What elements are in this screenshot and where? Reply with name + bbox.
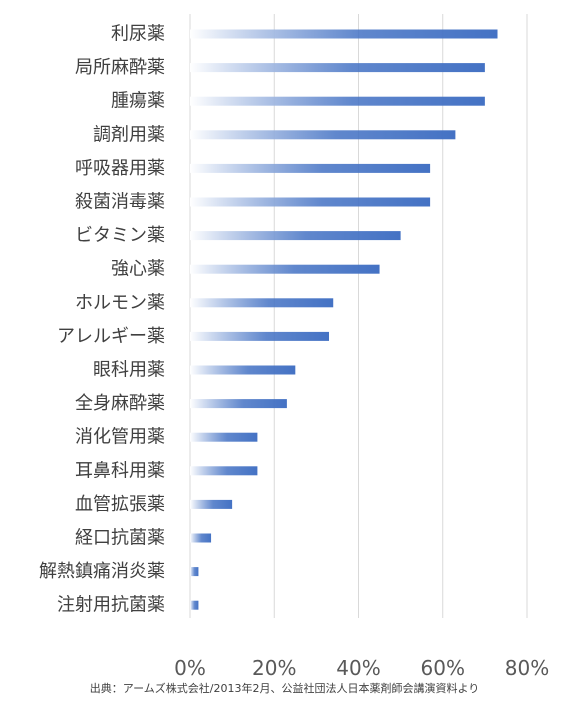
category-label-5: 殺菌消毒薬 <box>75 192 165 213</box>
source-note: 出典：アームズ株式会社/2013年2月、公益社団法人日本薬剤師会講演資料より <box>89 682 480 695</box>
bar-5 <box>190 197 431 207</box>
x-tick-label-1: 20% <box>252 656 296 680</box>
category-label-3: 調剤用薬 <box>93 124 165 145</box>
category-label-14: 血管拡張薬 <box>75 494 165 515</box>
bars <box>190 29 498 610</box>
bar-3 <box>190 130 456 140</box>
bar-9 <box>190 331 330 341</box>
category-label-7: 強心薬 <box>111 259 165 280</box>
gridlines <box>189 14 528 618</box>
bar-6 <box>190 231 401 241</box>
bar-15 <box>190 533 212 543</box>
bar-11 <box>190 399 287 409</box>
bar-12 <box>190 432 258 442</box>
bar-1 <box>190 63 485 73</box>
bar-4 <box>190 163 431 173</box>
category-label-16: 解熱鎮痛消炎薬 <box>39 561 165 582</box>
category-label-8: ホルモン薬 <box>75 292 165 313</box>
category-label-13: 耳鼻科用薬 <box>75 460 165 481</box>
category-label-1: 局所麻酔薬 <box>75 57 165 78</box>
bar-10 <box>190 365 296 375</box>
x-tick-labels: 0% 20% 40% 60% 80% <box>174 656 549 680</box>
category-label-15: 経口抗菌薬 <box>75 528 165 549</box>
bar-14 <box>190 499 233 509</box>
category-label-10: 眼科用薬 <box>93 360 165 381</box>
category-label-6: ビタミン薬 <box>75 225 165 246</box>
category-label-2: 腫瘍薬 <box>111 91 165 112</box>
bar-16 <box>190 567 199 577</box>
category-label-11: 全身麻酔薬 <box>75 393 165 414</box>
category-label-17: 注射用抗菌薬 <box>57 595 165 616</box>
x-tick-label-2: 40% <box>336 656 380 680</box>
category-labels: 利尿薬局所麻酔薬腫瘍薬調剤用薬呼吸器用薬殺菌消毒薬ビタミン薬強心薬ホルモン薬アレ… <box>39 24 165 616</box>
bar-13 <box>190 466 258 476</box>
bar-8 <box>190 298 334 308</box>
bar-7 <box>190 264 380 274</box>
x-tick-label-0: 0% <box>174 656 206 680</box>
bar-17 <box>190 600 199 610</box>
category-label-9: アレルギー薬 <box>57 326 165 347</box>
x-tick-label-3: 60% <box>421 656 465 680</box>
bar-2 <box>190 96 485 106</box>
bar-0 <box>190 29 498 39</box>
x-tick-label-4: 80% <box>505 656 549 680</box>
category-label-0: 利尿薬 <box>111 24 165 45</box>
category-label-12: 消化管用薬 <box>75 427 165 448</box>
category-label-4: 呼吸器用薬 <box>75 158 165 179</box>
